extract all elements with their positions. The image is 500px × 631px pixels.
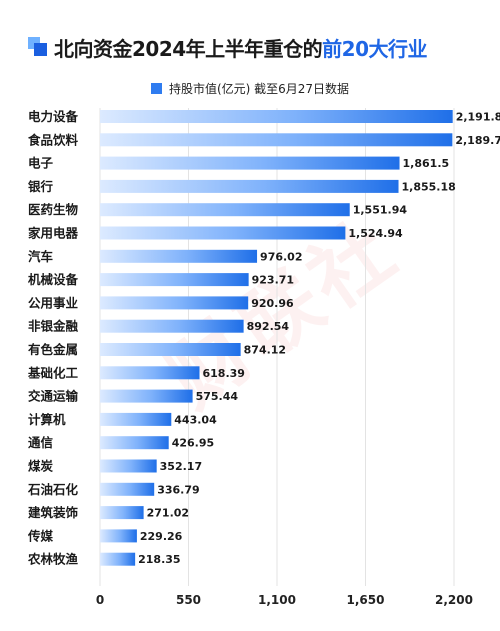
chart-title: 北向资金2024年上半年重仓的前20大行业 [54, 33, 428, 62]
bar [100, 226, 346, 240]
value-label: 1,551.94 [353, 204, 408, 217]
value-label: 976.02 [260, 250, 302, 263]
category-label: 电子 [28, 156, 54, 171]
x-tick-label: 0 [96, 593, 104, 607]
value-label: 2,191.85 [456, 111, 500, 124]
category-label: 汽车 [28, 249, 54, 264]
bar [100, 203, 350, 217]
category-label: 煤炭 [28, 459, 54, 474]
bar [100, 482, 155, 496]
x-tick-label: 2,200 [435, 593, 473, 607]
category-label: 基础化工 [27, 365, 79, 380]
x-tick-label: 550 [176, 593, 201, 607]
category-label: 通信 [28, 435, 54, 450]
bar [100, 133, 453, 147]
bar [100, 506, 144, 520]
value-label: 443.04 [174, 413, 217, 426]
value-label: 271.02 [147, 507, 189, 520]
category-label: 农林牧渔 [27, 552, 79, 567]
category-label: 机械设备 [28, 272, 79, 287]
bar [100, 249, 258, 263]
category-label: 石油石化 [27, 482, 79, 497]
value-label: 336.79 [157, 483, 199, 496]
value-label: 2,189.77 [455, 134, 500, 147]
value-label: 874.12 [244, 344, 286, 357]
legend-label: 持股市值(亿元) 截至6月27日数据 [168, 82, 350, 96]
legend-swatch [150, 83, 162, 94]
category-label: 传媒 [27, 528, 54, 543]
chart-header: 北向资金2024年上半年重仓的前20大行业 [28, 32, 428, 62]
x-tick-label: 1,100 [258, 593, 296, 607]
bar [100, 412, 172, 426]
bar [100, 459, 157, 473]
bar [100, 436, 169, 450]
value-label: 920.96 [251, 297, 294, 310]
category-label: 非银金融 [28, 319, 79, 334]
category-label: 电力设备 [28, 109, 79, 124]
value-label: 575.44 [196, 390, 239, 403]
category-label: 银行 [28, 179, 54, 194]
chart-legend: 持股市值(亿元) 截至6月27日数据 [0, 80, 500, 97]
value-label: 1,855.18 [402, 180, 456, 193]
bar [100, 366, 200, 380]
category-label: 医药生物 [28, 202, 79, 217]
value-label: 618.39 [203, 367, 245, 380]
value-label: 1,524.94 [348, 227, 403, 240]
bar [100, 179, 399, 193]
bar [100, 296, 249, 310]
value-label: 892.54 [247, 320, 290, 333]
category-label: 食品饮料 [27, 132, 79, 147]
bar [100, 552, 136, 566]
title-accent: 前20大行业 [322, 36, 428, 61]
value-label: 229.26 [140, 530, 183, 543]
bar [100, 343, 241, 356]
bar [100, 273, 249, 287]
bar [100, 110, 453, 123]
category-label: 有色金属 [28, 342, 78, 357]
x-tick-label: 1,650 [347, 593, 385, 607]
bar [100, 319, 244, 333]
category-label: 计算机 [28, 412, 66, 427]
value-label: 218.35 [138, 553, 180, 566]
value-label: 923.71 [252, 274, 294, 287]
bar [100, 389, 193, 403]
value-label: 426.95 [172, 437, 214, 450]
value-label: 1,861.5 [403, 157, 450, 170]
value-label: 352.17 [160, 460, 202, 473]
bar [100, 529, 137, 543]
category-label: 交通运输 [28, 389, 79, 404]
title-main: 北向资金2024年上半年重仓的 [54, 36, 323, 61]
bar [100, 156, 400, 170]
brand-squares-icon [28, 37, 48, 57]
category-label: 公用事业 [28, 295, 79, 310]
category-label: 家用电器 [28, 226, 79, 241]
category-label: 建筑装饰 [28, 505, 79, 520]
